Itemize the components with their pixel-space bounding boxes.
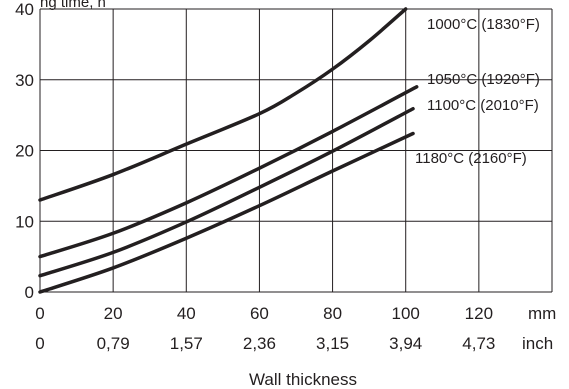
x-tick-label-inch: 0,79 (97, 334, 130, 353)
series-labels: 1000°C (1830°F) 1050°C (1920°F) 1100°C (20… (415, 16, 540, 167)
x-tick-label-inch: 0 (35, 334, 44, 353)
series-line-3 (38, 107, 415, 278)
x-tick-label-mm: 120 (465, 304, 493, 323)
x-tick-label-inch: 2,36 (243, 334, 276, 353)
grid-lines (39, 8, 553, 293)
x-axis-title: Wall thickness (249, 370, 357, 389)
x-tick-label-mm: 100 (392, 304, 420, 323)
x-unit-mm: mm (528, 304, 556, 323)
series-lines (38, 7, 419, 294)
series-label-4: 1180°C (2160°F) (415, 150, 527, 167)
y-tick-label: 20 (15, 142, 34, 161)
series-label-3: 1100°C (2010°F) (427, 97, 539, 114)
x-tick-label-mm: 0 (35, 304, 44, 323)
y-tick-label: 30 (15, 71, 34, 90)
x-tick-labels-inch: 0 0,79 1,57 2,36 3,15 3,94 4,73 (35, 334, 495, 353)
x-tick-label-mm: 20 (104, 304, 123, 323)
series-line-2 (38, 85, 419, 259)
x-unit-inch: inch (522, 334, 553, 353)
y-tick-label: 40 (15, 0, 34, 19)
x-tick-label-inch: 4,73 (462, 334, 495, 353)
x-tick-label-mm: 60 (250, 304, 269, 323)
series-label-2: 1050°C (1920°F) (427, 71, 540, 88)
y-tick-labels: 0 10 20 30 40 (15, 0, 34, 302)
series-label-1: 1000°C (1830°F) (427, 16, 540, 33)
series-line-4 (38, 131, 415, 294)
y-tick-label: 0 (25, 283, 34, 302)
series-line-1 (38, 7, 408, 202)
x-tick-labels-mm: 0 20 40 60 80 100 120 (35, 304, 493, 323)
x-tick-label-mm: 80 (323, 304, 342, 323)
x-tick-label-inch: 3,94 (389, 334, 422, 353)
x-tick-label-mm: 40 (177, 304, 196, 323)
x-tick-label-inch: 1,57 (170, 334, 203, 353)
x-tick-label-inch: 3,15 (316, 334, 349, 353)
y-tick-label: 10 (15, 212, 34, 231)
chart-header-fragment: ng time, h (40, 0, 106, 11)
